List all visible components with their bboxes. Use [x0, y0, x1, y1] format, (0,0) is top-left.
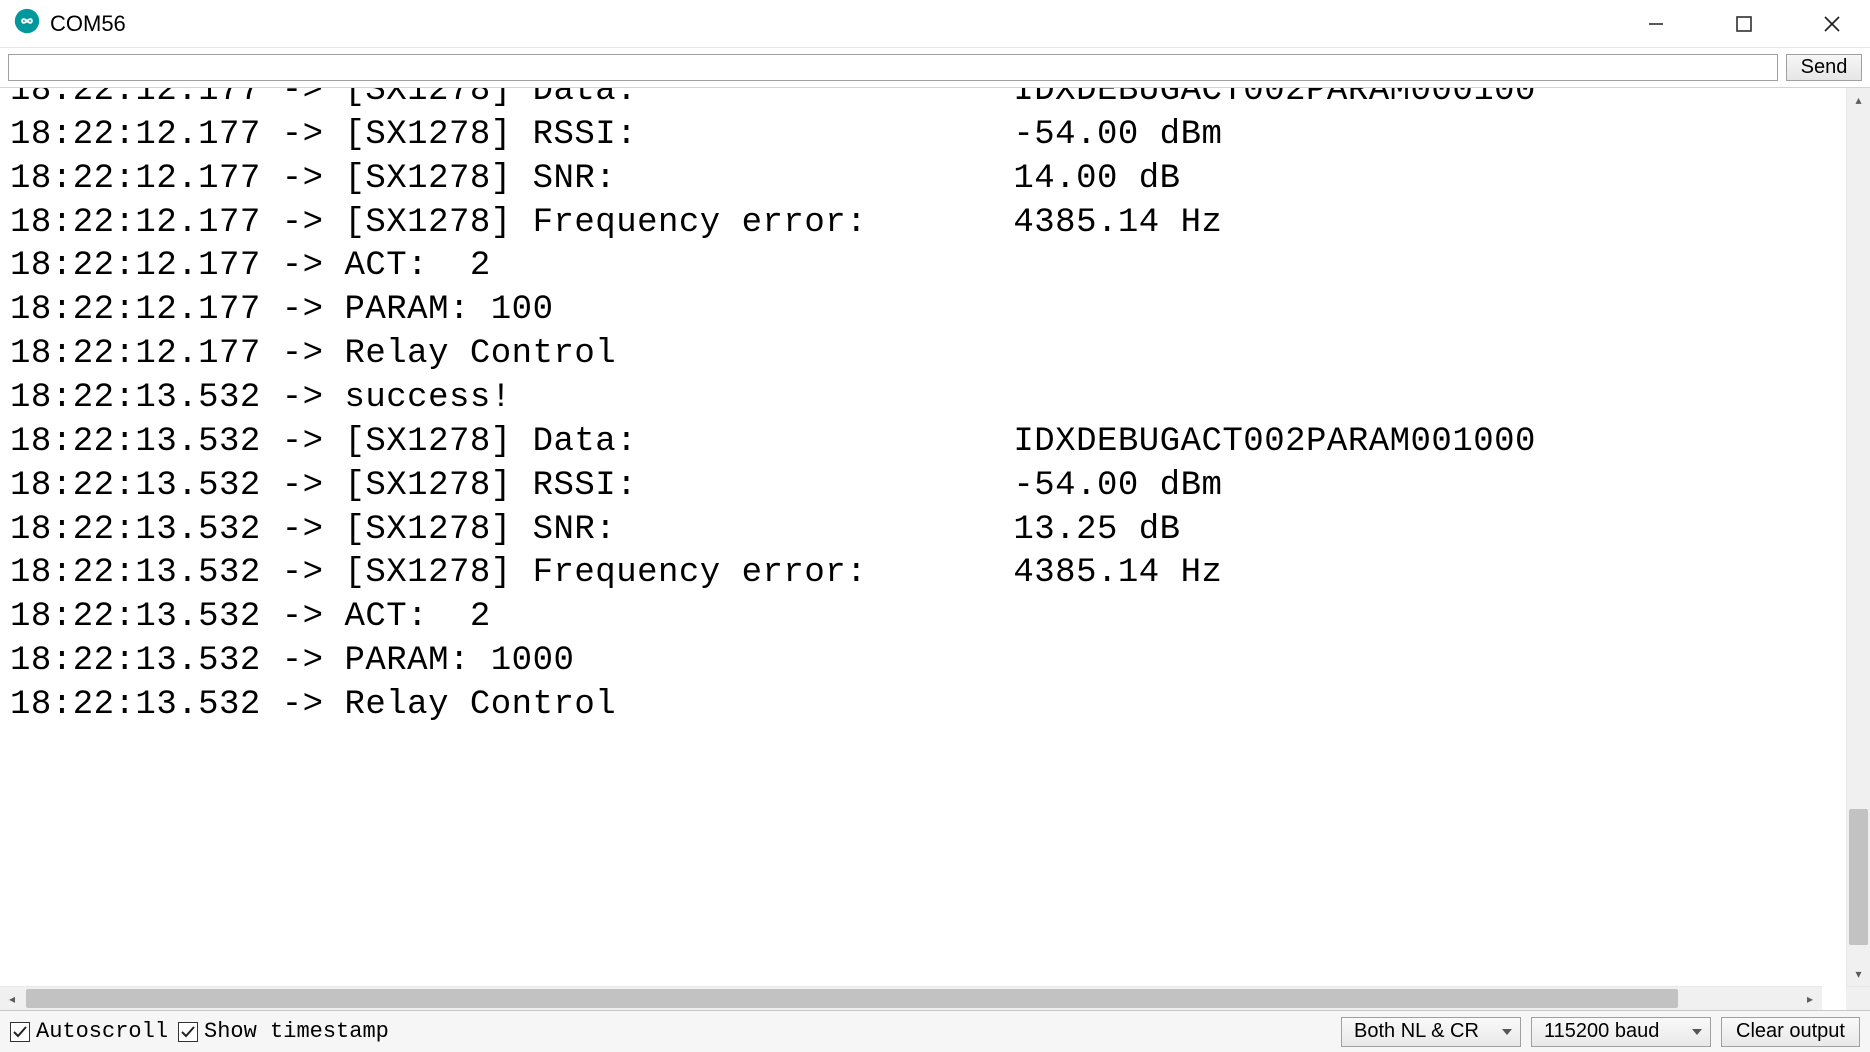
window-controls — [1636, 4, 1852, 44]
console-line: 18:22:12.177 -> [SX1278] RSSI: -54.00 dB… — [10, 114, 1836, 158]
console-area: 18:22:12.177 -> [SX1278] Data: IDXDEBUGA… — [0, 88, 1870, 986]
horizontal-scroll-thumb[interactable] — [26, 989, 1678, 1008]
window-title: COM56 — [50, 11, 1636, 37]
console-line: 18:22:13.532 -> [SX1278] Frequency error… — [10, 552, 1836, 596]
arduino-infinity-icon — [14, 8, 50, 39]
vertical-scroll-track[interactable] — [1847, 112, 1870, 962]
line-ending-select[interactable]: Both NL & CR — [1341, 1017, 1521, 1047]
console-line: 18:22:12.177 -> [SX1278] Data: IDXDEBUGA… — [10, 88, 1836, 114]
console-line: 18:22:13.532 -> success! — [10, 377, 1836, 421]
console-line: 18:22:13.532 -> [SX1278] SNR: 13.25 dB — [10, 509, 1836, 553]
serial-input-row: Send — [0, 48, 1870, 88]
console-line: 18:22:13.532 -> PARAM: 1000 — [10, 640, 1836, 684]
titlebar: COM56 — [0, 0, 1870, 48]
horizontal-scroll-track[interactable] — [24, 987, 1798, 1010]
maximize-button[interactable] — [1724, 4, 1764, 44]
clear-output-button[interactable]: Clear output — [1721, 1017, 1860, 1047]
scroll-up-arrow-icon[interactable]: ▴ — [1847, 88, 1870, 112]
baud-rate-select[interactable]: 115200 baud — [1531, 1017, 1711, 1047]
vertical-scrollbar[interactable]: ▴ ▾ — [1846, 88, 1870, 986]
scroll-down-arrow-icon[interactable]: ▾ — [1847, 962, 1870, 986]
line-ending-value: Both NL & CR — [1354, 1020, 1479, 1043]
vertical-scroll-thumb[interactable] — [1849, 809, 1868, 945]
minimize-button[interactable] — [1636, 4, 1676, 44]
scroll-left-arrow-icon[interactable]: ◂ — [0, 987, 24, 1010]
console-line: 18:22:13.532 -> [SX1278] Data: IDXDEBUGA… — [10, 421, 1836, 465]
console-output: 18:22:12.177 -> [SX1278] Data: IDXDEBUGA… — [0, 88, 1846, 986]
serial-input[interactable] — [8, 54, 1778, 81]
baud-rate-value: 115200 baud — [1544, 1020, 1659, 1043]
console-line: 18:22:13.532 -> [SX1278] RSSI: -54.00 dB… — [10, 465, 1836, 509]
console-line: 18:22:12.177 -> [SX1278] Frequency error… — [10, 202, 1836, 246]
send-button[interactable]: Send — [1786, 54, 1862, 81]
console-line: 18:22:12.177 -> ACT: 2 — [10, 245, 1836, 289]
console-line: 18:22:13.532 -> ACT: 2 — [10, 596, 1836, 640]
console-line: 18:22:13.532 -> Relay Control — [10, 684, 1836, 728]
console-line: 18:22:12.177 -> Relay Control — [10, 333, 1836, 377]
autoscroll-label: Autoscroll — [36, 1019, 168, 1044]
checkbox-checked-icon — [10, 1022, 30, 1042]
autoscroll-checkbox[interactable]: Autoscroll — [10, 1019, 168, 1044]
show-timestamp-label: Show timestamp — [204, 1019, 389, 1044]
footer-bar: Autoscroll Show timestamp Both NL & CR 1… — [0, 1010, 1870, 1052]
console-line: 18:22:12.177 -> PARAM: 100 — [10, 289, 1836, 333]
scroll-corner — [1846, 986, 1870, 1010]
close-button[interactable] — [1812, 4, 1852, 44]
horizontal-scrollbar[interactable]: ◂ ▸ — [0, 986, 1822, 1010]
checkbox-checked-icon — [178, 1022, 198, 1042]
scroll-right-arrow-icon[interactable]: ▸ — [1798, 987, 1822, 1010]
console-line: 18:22:12.177 -> [SX1278] SNR: 14.00 dB — [10, 158, 1836, 202]
show-timestamp-checkbox[interactable]: Show timestamp — [178, 1019, 389, 1044]
